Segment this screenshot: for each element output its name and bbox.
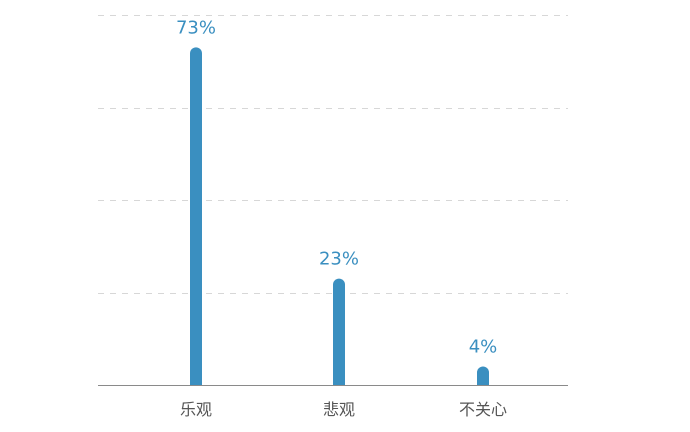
bars [190,47,489,386]
category-labels: 乐观 悲观 不关心 [180,400,507,419]
bar-3 [477,366,489,385]
value-label-2: 23% [319,249,359,270]
bar-2 [333,278,345,385]
value-label-1: 73% [176,17,216,38]
value-label-3: 4% [469,337,498,358]
category-label-2: 悲观 [323,400,355,419]
value-labels: 73% 23% 4% [176,17,497,357]
bar-1 [190,47,202,386]
category-label-3: 不关心 [459,400,507,419]
category-label-1: 乐观 [180,400,212,419]
